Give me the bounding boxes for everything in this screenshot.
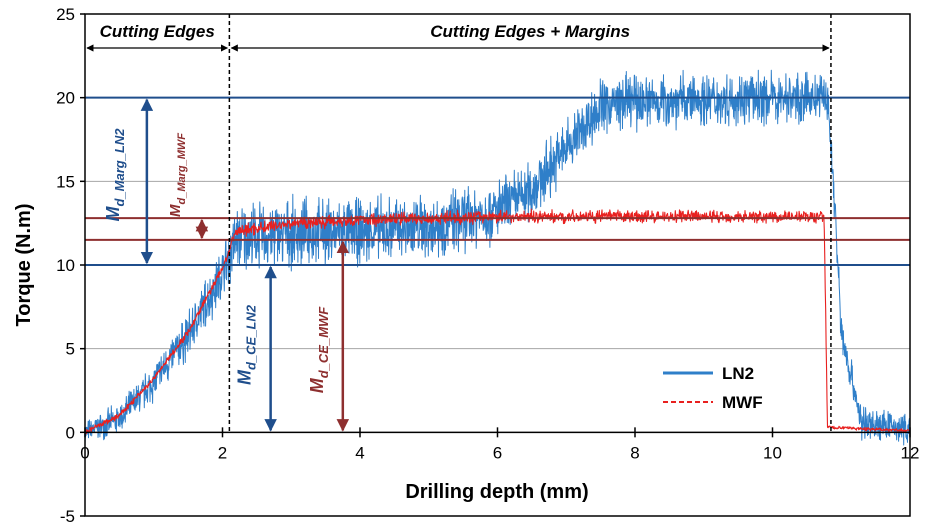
- legend-ln2-label: LN2: [722, 364, 754, 383]
- legend-mwf-label: MWF: [722, 393, 763, 412]
- annotation-label-d-marg-mwf: Md_Marg_MWF: [167, 133, 188, 217]
- x-tick-label: 12: [901, 443, 920, 462]
- series-mwf-line: [85, 208, 910, 435]
- axes: -5 0 5 10 15 20 25 0 2 4 6 8 10 12: [56, 5, 919, 522]
- series-layer: [85, 69, 910, 446]
- x-tick-label: 0: [80, 443, 89, 462]
- y-tick-label: 15: [56, 172, 75, 191]
- x-axis-label: Drilling depth (mm): [405, 481, 588, 503]
- x-tick-label: 6: [493, 443, 502, 462]
- annotation-label-d-ce-ln2: Md_CE_LN2: [235, 304, 259, 385]
- annotation-label-d-marg-ln2: Md_Marg_LN2: [103, 128, 127, 222]
- region-dividers: Cutting Edges Cutting Edges + Margins: [86, 14, 832, 433]
- x-tick-label: 10: [763, 443, 782, 462]
- annotation-label-d-ce-mwf: Md_CE_MWF: [307, 306, 331, 394]
- y-tick-label: 0: [66, 423, 75, 442]
- series-ln2-line: [85, 69, 910, 446]
- y-axis-label: Torque (N.m): [13, 204, 35, 327]
- y-tick-label: 25: [56, 5, 75, 24]
- y-tick-label: -5: [60, 507, 75, 522]
- y-tick-label: 5: [66, 340, 75, 359]
- reference-lines: [85, 96, 910, 266]
- legend: LN2 MWF: [663, 364, 763, 412]
- y-tick-label: 10: [56, 256, 75, 275]
- y-tick-label: 20: [56, 89, 75, 108]
- x-tick-label: 4: [355, 443, 364, 462]
- annotations: Md_Marg_LN2 Md_Marg_MWF Md_CE_LN2 Md_CE_MWF: [103, 98, 350, 432]
- x-tick-label: 2: [218, 443, 227, 462]
- region-label: Cutting Edges + Margins: [430, 22, 630, 41]
- region-label: Cutting Edges: [100, 22, 215, 41]
- x-tick-label: 8: [630, 443, 639, 462]
